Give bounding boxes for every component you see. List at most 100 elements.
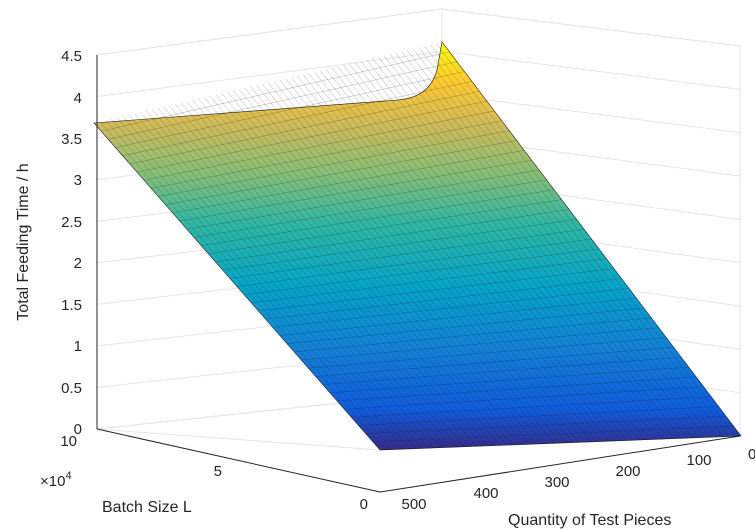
mesh-line: [273, 80, 567, 443]
mesh-line: [108, 61, 458, 140]
mesh-line: [157, 107, 447, 448]
x-tick-label: 300: [544, 474, 569, 491]
mesh-line: [221, 93, 513, 446]
mesh-line: [158, 130, 510, 197]
z-tick-label: 2: [74, 255, 82, 272]
z-gridline: [441, 93, 741, 134]
x-axis-line: [379, 435, 741, 493]
z-gridline: [96, 51, 443, 98]
mesh-line: [296, 75, 591, 442]
mesh-line: [395, 52, 694, 439]
mesh-line: [436, 43, 736, 437]
mesh-line: [272, 288, 629, 328]
mesh-line: [111, 118, 399, 450]
x-tick-label: 500: [401, 496, 426, 513]
mesh-line: [430, 44, 730, 437]
mesh-line: [343, 64, 639, 441]
mesh-line: [175, 103, 465, 447]
mesh-line: [250, 86, 543, 444]
mesh-line: [308, 72, 603, 442]
mesh-line: [99, 121, 387, 450]
mesh-line: [222, 219, 577, 271]
mesh-line: [122, 81, 472, 156]
mesh-line: [320, 70, 615, 442]
mesh-line: [115, 71, 465, 148]
z-tick-label: 3: [74, 172, 82, 189]
y-tick-label: 10: [60, 433, 77, 450]
mesh-line: [358, 406, 719, 426]
mesh-line: [229, 228, 585, 279]
mesh-line: [238, 89, 531, 445]
mesh-line: [279, 297, 637, 336]
mesh-line: [215, 209, 570, 263]
mesh-line: [308, 337, 667, 369]
x-tick-label: 200: [615, 463, 640, 480]
y-tick-label: 0: [360, 496, 368, 513]
mesh-line: [201, 189, 555, 246]
mesh-line: [244, 248, 600, 295]
mesh-line: [144, 110, 495, 181]
mesh-line: [267, 82, 561, 444]
mesh-line: [389, 53, 688, 439]
mesh-line: [372, 58, 669, 439]
mesh-line: [322, 356, 682, 385]
mesh-line: [140, 112, 429, 449]
mesh-line: [418, 47, 718, 438]
mesh-line: [198, 98, 489, 446]
x-tick-label: 400: [473, 485, 498, 502]
mesh-line: [354, 62, 651, 440]
axes: [96, 55, 741, 493]
z-tick-label: 0.5: [61, 380, 82, 397]
mesh-line: [172, 150, 525, 214]
y-axis-line: [96, 428, 381, 493]
mesh-line: [179, 159, 532, 222]
z-tick-label: 1: [74, 338, 82, 355]
mesh-line: [291, 76, 585, 443]
mesh-line: [383, 55, 682, 439]
mesh-line: [258, 268, 614, 312]
mesh-line: [401, 51, 700, 438]
mesh-line: [294, 317, 652, 353]
z-tick-label: 2.5: [61, 214, 82, 231]
mesh-line: [134, 113, 423, 449]
z-tick-label: 4.5: [61, 48, 82, 65]
mesh-line: [315, 347, 674, 377]
mesh-line: [146, 110, 435, 449]
mesh-line: [325, 68, 621, 441]
mesh-line: [262, 83, 555, 444]
mesh-line: [251, 258, 607, 304]
mesh-line: [165, 140, 517, 205]
mesh-line: [215, 94, 507, 446]
mesh-line: [331, 67, 627, 441]
mesh-line: [101, 51, 450, 132]
mesh-line: [244, 87, 537, 445]
mesh-line: [265, 278, 622, 320]
mesh-line: [129, 91, 480, 165]
z-gridline: [441, 51, 741, 90]
mesh-line: [204, 97, 495, 446]
mesh-line: [287, 307, 644, 344]
mesh-line: [136, 100, 487, 173]
mesh-line: [337, 376, 697, 402]
mesh-line: [163, 106, 453, 448]
mesh-line: [366, 59, 663, 440]
x-axis-label: Quantity of Test Pieces: [508, 512, 671, 529]
x-tick-label: 100: [686, 452, 711, 469]
mesh-line: [227, 91, 519, 445]
mesh-line: [279, 79, 573, 443]
z-tick-label: 3.5: [61, 131, 82, 148]
mesh-line: [105, 120, 393, 450]
y-exponent-label: ×104: [40, 470, 72, 490]
mesh-line: [236, 238, 592, 287]
mesh-line: [186, 101, 477, 447]
surface-patch: [93, 41, 742, 451]
mesh-line: [365, 416, 727, 434]
z-tick-label: 0: [74, 421, 82, 438]
z-tick-label: 1.5: [61, 297, 82, 314]
mesh-line: [192, 99, 483, 447]
mesh-line: [314, 71, 609, 442]
mesh-line: [424, 45, 724, 437]
mesh-line: [344, 386, 704, 410]
y-exponent-base: ×10: [40, 473, 65, 490]
